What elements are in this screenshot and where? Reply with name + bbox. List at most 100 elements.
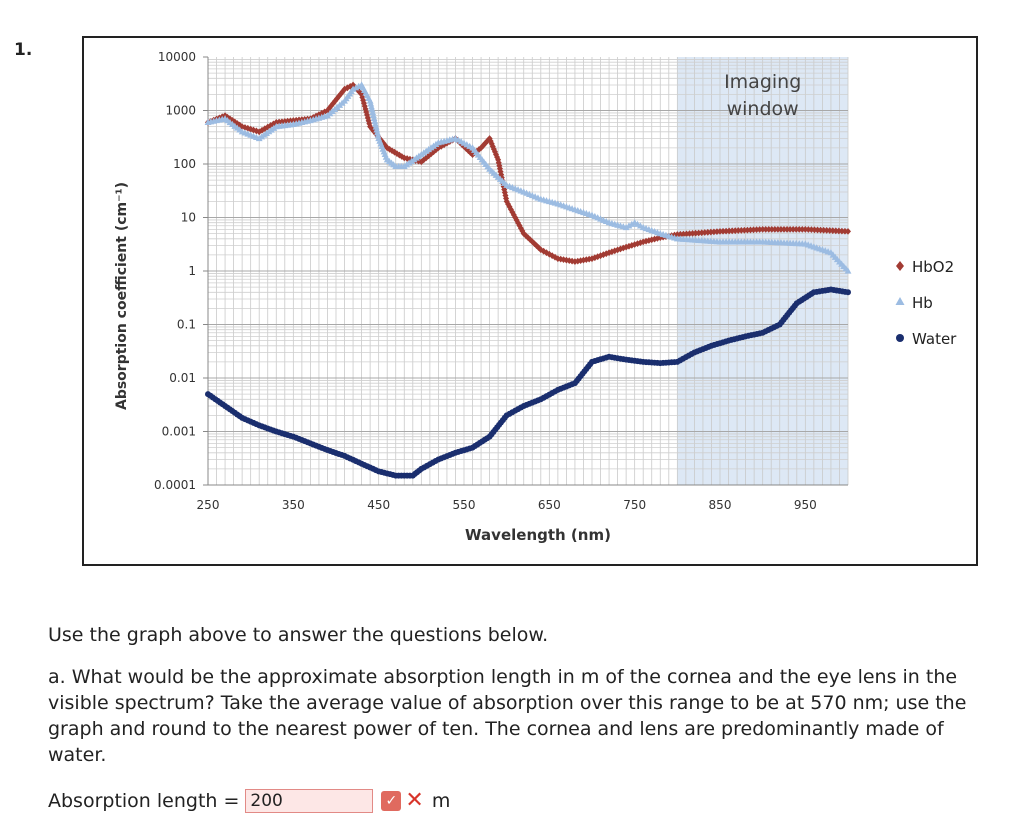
answer-label: Absorption length = [48, 789, 240, 812]
y-tick-label: 1 [188, 264, 196, 278]
answer-unit: m [431, 789, 451, 812]
data-point [589, 255, 595, 263]
check-answer-icon[interactable]: ✓ [381, 790, 402, 811]
legend-marker-diamond [896, 261, 904, 271]
data-point [428, 150, 435, 158]
data-point [507, 206, 514, 213]
legend-label: Hb [912, 294, 933, 312]
data-point [777, 225, 784, 233]
data-point [491, 148, 498, 156]
data-point [438, 142, 445, 150]
data-point [640, 238, 647, 246]
data-point [692, 229, 699, 237]
data-point [326, 104, 333, 112]
legend-marker-circle [896, 334, 904, 342]
legend-marker-triangle [895, 297, 905, 305]
data-point [256, 128, 263, 136]
data-point [525, 234, 531, 242]
data-point [393, 150, 400, 158]
y-tick-label: 100 [173, 157, 196, 171]
data-point [482, 139, 489, 147]
data-point [368, 106, 376, 113]
data-point [654, 234, 661, 242]
data-point [823, 226, 830, 234]
x-tick-label: 850 [709, 498, 732, 512]
data-point [506, 203, 513, 211]
data-point [634, 240, 641, 248]
data-point [495, 159, 502, 167]
x-tick-label: 450 [367, 498, 390, 512]
series-water [205, 286, 851, 479]
data-point [423, 154, 430, 162]
legend-item-hb: Hb [895, 294, 933, 312]
data-point [404, 155, 411, 162]
data-point [796, 225, 803, 233]
x-tick-label: 650 [538, 498, 561, 512]
incorrect-icon: ✕ [405, 788, 424, 813]
data-point [241, 124, 248, 131]
data-point [510, 211, 517, 219]
data-point [515, 219, 522, 227]
data-point [583, 256, 590, 264]
question-number: 1. [14, 40, 33, 60]
x-tick-label: 950 [794, 498, 817, 512]
data-point [432, 146, 439, 154]
data-point [519, 227, 526, 235]
data-point [401, 154, 408, 162]
data-point [826, 227, 833, 234]
data-point [366, 120, 373, 128]
data-point [799, 225, 806, 233]
imaging-window-annotation: Imaging [724, 71, 801, 93]
data-point [597, 252, 604, 260]
data-point [484, 137, 491, 145]
data-point [425, 152, 432, 160]
data-point [517, 224, 524, 232]
data-point [729, 227, 736, 235]
legend-item-hbo2: HbO2 [896, 258, 954, 276]
legend-label: Water [912, 330, 957, 348]
imaging-window-annotation: window [727, 98, 799, 120]
data-point [406, 155, 413, 163]
data-point [250, 126, 257, 134]
data-point [628, 220, 636, 227]
data-point [845, 289, 851, 296]
data-point [563, 256, 570, 264]
data-point [677, 230, 684, 238]
data-point [493, 151, 499, 158]
series-hb [204, 81, 852, 274]
absorption-length-input[interactable] [245, 788, 374, 813]
data-point [370, 114, 378, 121]
data-point [614, 246, 621, 254]
y-tick-label: 10 [181, 211, 196, 225]
y-tick-label: 10000 [158, 50, 196, 64]
data-point [465, 147, 472, 154]
data-point [469, 151, 476, 158]
data-point [253, 127, 260, 135]
y-tick-label: 1000 [165, 104, 196, 118]
data-point [808, 226, 815, 234]
data-point [339, 88, 346, 95]
data-point [278, 118, 285, 126]
data-point [787, 225, 794, 233]
data-point [391, 148, 398, 156]
data-point [367, 100, 375, 107]
data-point [371, 117, 379, 124]
data-point [374, 131, 382, 139]
data-point [704, 228, 711, 236]
data-point [625, 222, 633, 229]
data-point [622, 223, 630, 231]
y-tick-label: 0.01 [169, 371, 196, 385]
data-point [318, 109, 325, 117]
data-point [838, 227, 845, 235]
x-axis-label: Wavelength (nm) [465, 526, 611, 544]
data-point [698, 229, 705, 237]
data-point [261, 125, 268, 133]
data-point [845, 227, 851, 235]
data-point [744, 226, 751, 234]
data-point [522, 232, 529, 240]
x-tick-label: 350 [282, 498, 305, 512]
data-point [726, 227, 733, 235]
data-point [741, 226, 748, 234]
data-point [244, 124, 251, 132]
